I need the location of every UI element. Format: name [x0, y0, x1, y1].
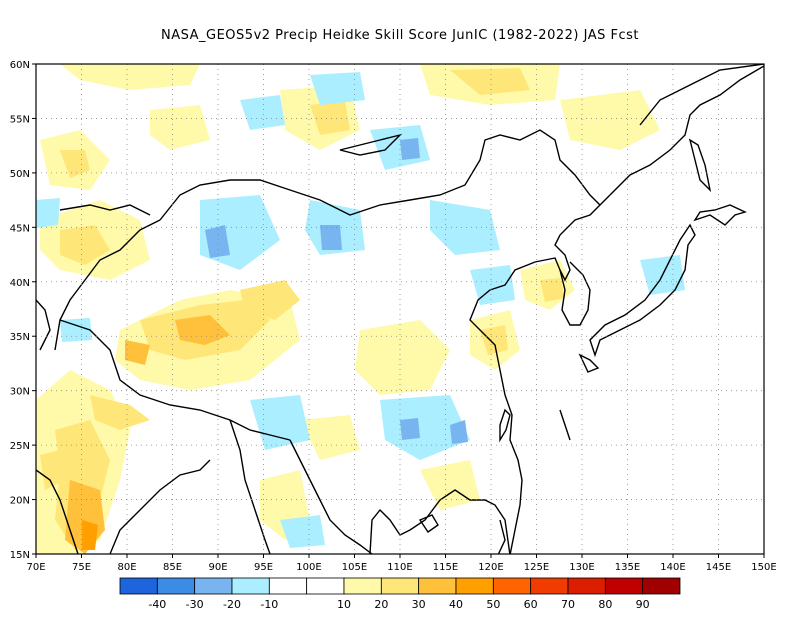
- lat-tick-label: 55N: [10, 114, 30, 125]
- lon-tick-label: 70E: [26, 562, 45, 573]
- lon-tick-label: 115E: [433, 562, 458, 573]
- colorbar-label: 70: [561, 598, 575, 611]
- colorbar-swatch: [492, 577, 532, 595]
- colorbar-swatch: [604, 577, 644, 595]
- lon-tick-label: 120E: [478, 562, 503, 573]
- colorbar-label: -10: [260, 598, 278, 611]
- map-title: NASA_GEOS5v2 Precip Heidke Skill Score J…: [161, 28, 639, 43]
- lat-tick-label: 30N: [10, 387, 30, 398]
- colorbar-label: 50: [486, 598, 500, 611]
- lat-tick-label: 25N: [10, 441, 30, 452]
- colorbar-label: -20: [223, 598, 241, 611]
- colorbar-swatch: [156, 577, 196, 595]
- colorbar-swatch: [567, 577, 606, 595]
- lon-tick-label: 80E: [117, 562, 136, 573]
- colorbar-label: 20: [374, 598, 388, 611]
- lon-tick-label: 125E: [524, 562, 549, 573]
- colorbar-label: 60: [524, 598, 538, 611]
- colorbar-label: 80: [598, 598, 612, 611]
- colorbar-label: 90: [636, 598, 650, 611]
- lon-tick-label: 145E: [706, 562, 731, 573]
- colorbar-swatch: [418, 577, 457, 595]
- coastlines-and-borders: [36, 64, 764, 554]
- lon-tick-label: 95E: [254, 562, 273, 573]
- lon-tick-label: 150E: [751, 562, 776, 573]
- lon-tick-label: 100E: [296, 562, 321, 573]
- colorbar-swatch: [268, 577, 308, 595]
- lat-tick-label: 40N: [10, 278, 30, 289]
- colorbar-swatch: [455, 577, 494, 595]
- colorbar-swatch: [642, 577, 681, 595]
- lat-tick-label: 45N: [10, 223, 30, 234]
- lon-tick-label: 135E: [615, 562, 640, 573]
- colorbar-label: 30: [412, 598, 426, 611]
- colorbar-label: -40: [148, 598, 166, 611]
- lat-tick-label: 15N: [10, 550, 30, 561]
- lon-tick-label: 75E: [72, 562, 91, 573]
- colorbar-label: 10: [337, 598, 351, 611]
- colorbar-swatch: [530, 577, 569, 595]
- lat-tick-label: 50N: [10, 169, 30, 180]
- colorbar-swatch: [194, 577, 233, 595]
- lat-tick-label: 35N: [10, 332, 30, 343]
- colorbar-swatch: [306, 577, 345, 595]
- colorbar-label: 40: [449, 598, 463, 611]
- lat-lon-grid: [36, 64, 764, 554]
- axis-ticks: 70E 75E 80E 85E 90E 95E 100E 105E 110E 115E 120E 12…: [10, 60, 777, 573]
- lon-tick-label: 90E: [208, 562, 227, 573]
- colorbar-swatch: [231, 577, 270, 595]
- colorbar: -40 -30 -20 -10 10 20 30 40 50 60 70 80 90: [119, 577, 681, 611]
- skill-score-shading: [36, 64, 685, 554]
- lon-tick-label: 130E: [569, 562, 594, 573]
- colorbar-swatch: [119, 577, 158, 595]
- lon-tick-label: 140E: [660, 562, 685, 573]
- lon-tick-label: 85E: [163, 562, 182, 573]
- lon-tick-label: 105E: [342, 562, 367, 573]
- lon-tick-label: 110E: [387, 562, 412, 573]
- lat-tick-label: 60N: [10, 60, 30, 71]
- colorbar-label: -30: [186, 598, 204, 611]
- lat-tick-label: 20N: [10, 496, 30, 507]
- colorbar-swatch: [380, 577, 420, 595]
- colorbar-swatch: [343, 577, 382, 595]
